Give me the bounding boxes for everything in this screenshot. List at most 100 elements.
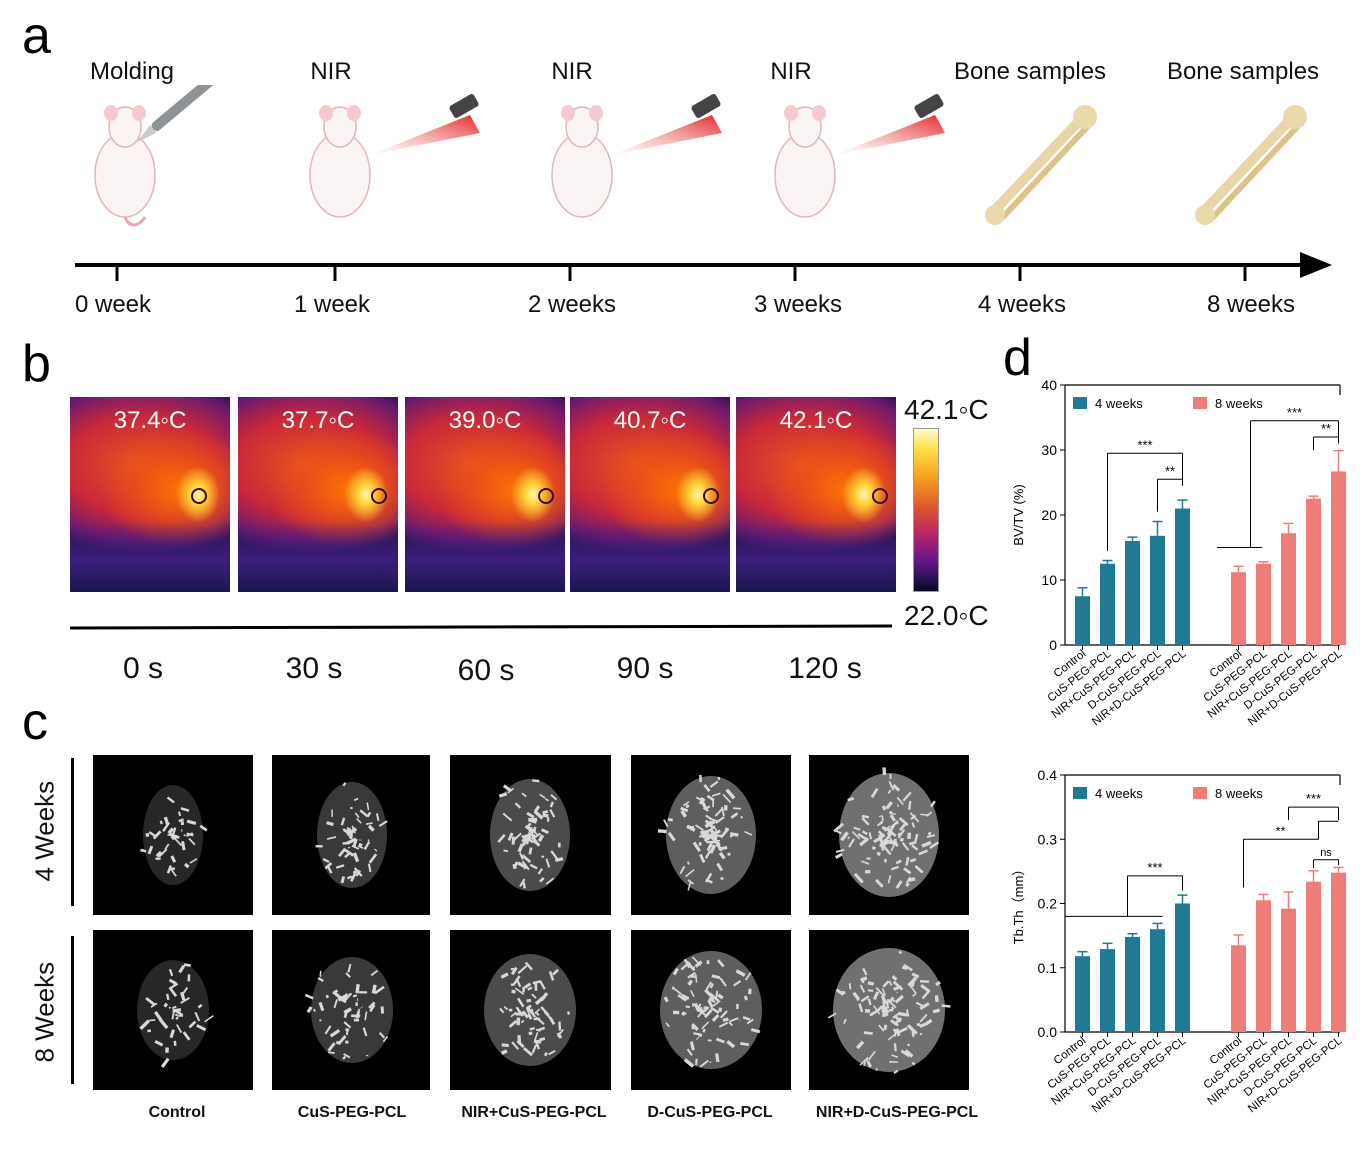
- trabecula-strand: [531, 993, 537, 999]
- trabecula-strand: [921, 840, 932, 848]
- bar: [1256, 900, 1271, 1032]
- trabecula-strand: [886, 832, 893, 840]
- trabecula-strand: [154, 1039, 164, 1047]
- thermal-temp-3: 40.7◦C: [613, 407, 687, 434]
- legend-label: 4 weeks: [1095, 396, 1143, 411]
- trabecula-strand: [544, 1052, 548, 1057]
- trabecula-strand: [719, 977, 727, 987]
- trabecula-strand: [355, 869, 362, 877]
- trabecula-strand: [335, 864, 345, 869]
- trabecula-strand: [530, 833, 538, 844]
- bar: [1306, 498, 1321, 645]
- trabecula-strand: [892, 980, 904, 991]
- bar: [1331, 471, 1346, 645]
- step-label-bone-2: Bone samples: [1166, 58, 1320, 85]
- trabecula-strand: [186, 832, 194, 838]
- trabecula-strand: [905, 1009, 910, 1017]
- trabecula-strand: [899, 837, 904, 842]
- trabecula-strand: [889, 837, 894, 844]
- trabecula-strand: [746, 1018, 754, 1025]
- crosshair-icon: [538, 488, 554, 504]
- bar: [1150, 929, 1165, 1032]
- trabecula-strand: [500, 1049, 508, 1055]
- crosshair-icon: [703, 488, 719, 504]
- trabecula-strand: [171, 827, 177, 836]
- trabecula-strand: [911, 972, 920, 979]
- trabecula-strand: [175, 1024, 183, 1034]
- crosshair-icon: [191, 488, 207, 504]
- trabecula-strand: [534, 1040, 541, 1050]
- trabecula-strand: [359, 809, 369, 818]
- trabecula-strand: [692, 841, 702, 852]
- trabecula-strand: [189, 858, 198, 864]
- trabecula-strand: [718, 1007, 723, 1012]
- trabecula-strand: [697, 1003, 702, 1008]
- trabecula-strand: [382, 1035, 389, 1043]
- trabecula-strand: [522, 1046, 533, 1057]
- trabecula-strand: [893, 1069, 899, 1074]
- trabecula-strand: [858, 1003, 864, 1013]
- trabecula-strand: [709, 780, 719, 788]
- trabecula-strand: [710, 1006, 720, 1014]
- y-tick-label: 0: [1049, 637, 1057, 653]
- trabecula-strand: [170, 982, 179, 989]
- trabecula-strand: [514, 802, 522, 809]
- timeline-tick-2: 2 weeks: [527, 291, 617, 318]
- trabecula-strand: [329, 1029, 341, 1038]
- trabecula-strand: [169, 867, 177, 877]
- col-label-cus: CuS-PEG-PCL: [297, 1104, 407, 1121]
- trabecula-strand: [526, 811, 535, 819]
- trabecula-strand: [863, 1031, 873, 1035]
- colorbar-min-label: 22.0◦C: [904, 600, 989, 631]
- trabecula-strand: [750, 1028, 761, 1034]
- step-label-nir-3: NIR: [770, 58, 812, 85]
- trabecula-strand: [194, 1011, 201, 1022]
- trabecula-strand: [548, 1016, 556, 1026]
- bar: [1125, 541, 1140, 645]
- trabecula-strand: [204, 1015, 214, 1023]
- trabecula-strand: [680, 993, 690, 1001]
- trabecula-strand: [880, 841, 885, 851]
- panel-b-letter: b: [22, 335, 51, 393]
- trabecula-strand: [843, 1018, 847, 1025]
- timeline-tick-0: 0 week: [74, 291, 152, 318]
- trabecula-strand: [160, 1057, 170, 1068]
- trabecula-strand: [535, 1028, 541, 1032]
- trabecula-strand: [166, 796, 175, 804]
- trabecula-strand: [880, 994, 887, 1005]
- trabecula-strand: [906, 1024, 918, 1035]
- trabecula-strand: [352, 852, 360, 863]
- trabecula-strand: [511, 989, 516, 994]
- trabecula-strand: [524, 982, 532, 989]
- trabecula-strand: [153, 1010, 163, 1022]
- trabecula-strand: [711, 792, 721, 797]
- trabecula-strand: [526, 1006, 535, 1016]
- trabecula-strand: [926, 834, 936, 839]
- trabecula-strand: [886, 998, 897, 1009]
- trabecula-strand: [540, 1006, 550, 1017]
- trabecula-strand: [344, 992, 353, 1002]
- trabecula-strand: [873, 835, 884, 844]
- trabecula-strand: [497, 833, 506, 843]
- thermal-temp-0: 37.4◦C: [113, 407, 187, 434]
- trabecula-strand: [663, 819, 669, 828]
- trabecula-strand: [197, 1003, 203, 1009]
- thermal-image-90s: 40.7◦C: [570, 397, 730, 592]
- trabecula-strand: [502, 784, 512, 793]
- trabecula-strand: [539, 877, 545, 883]
- trabecula-strand: [517, 965, 528, 975]
- trabecula-strand: [685, 1005, 691, 1009]
- trabecula-strand: [715, 1053, 720, 1063]
- trabecula-strand: [513, 975, 521, 985]
- trabecula-strand: [544, 798, 549, 802]
- trabecula-strand: [744, 830, 753, 836]
- trabecula-strand: [170, 834, 180, 839]
- panel-c-letter: c: [22, 693, 48, 751]
- trabecula-strand: [522, 882, 526, 889]
- trabecula-strand: [860, 995, 870, 1003]
- trabecula-strand: [709, 844, 717, 854]
- trabecula-strand: [686, 861, 690, 865]
- trabecula-strand: [867, 1050, 876, 1061]
- trabecula-strand: [887, 789, 892, 794]
- trabecula-strand: [726, 1040, 736, 1049]
